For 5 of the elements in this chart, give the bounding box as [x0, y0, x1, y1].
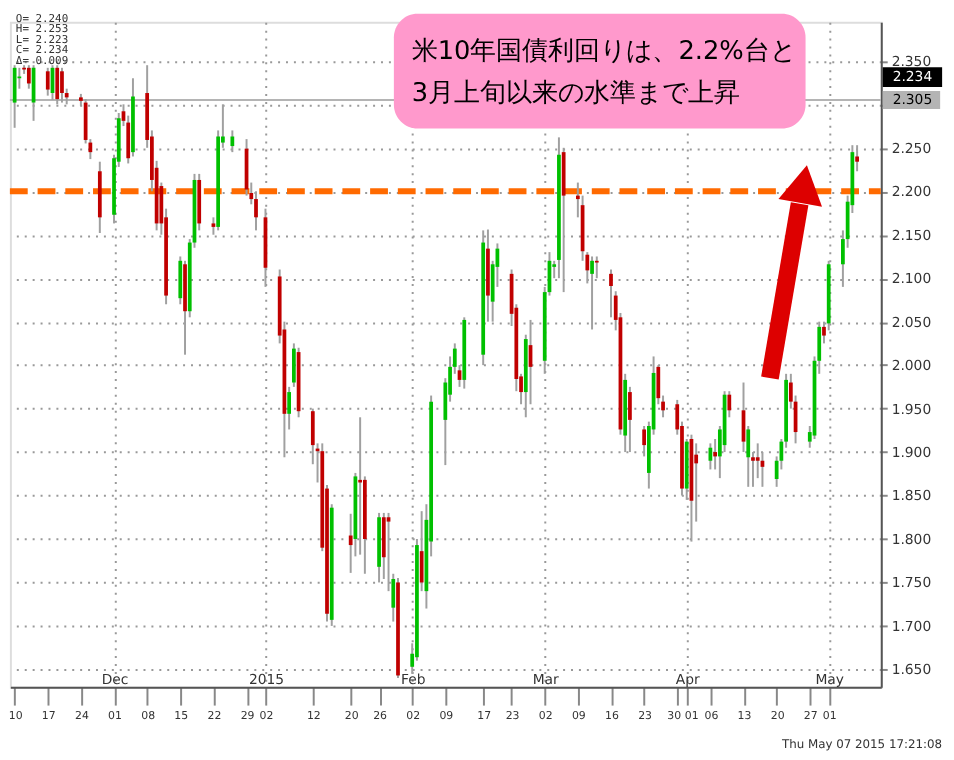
- annotation: 米10年国債利回りは、2.2%台と 3月上旬以来の水準まで上昇: [411, 37, 796, 109]
- candlestick: [97, 160, 102, 234]
- candlestick: [45, 66, 50, 97]
- candlestick: [230, 129, 235, 154]
- candlestick: [60, 66, 64, 104]
